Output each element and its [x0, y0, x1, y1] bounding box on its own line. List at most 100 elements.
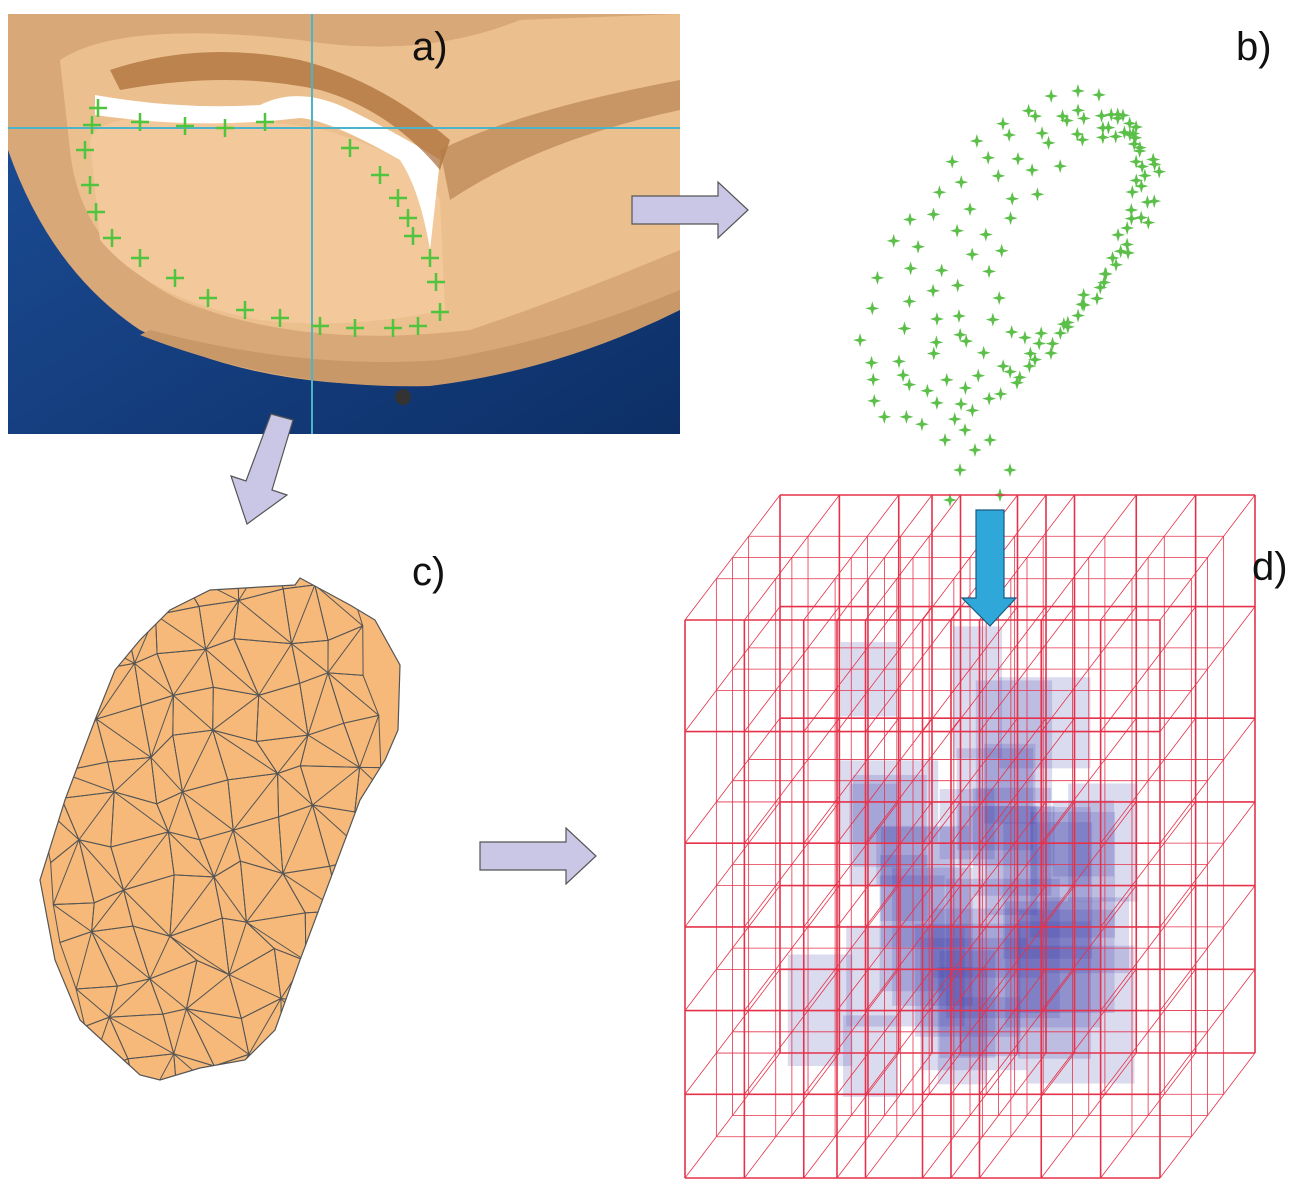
mesh-cell: [0, 638, 46, 686]
cloud-point: [1121, 246, 1135, 260]
mesh-cell: [378, 885, 427, 937]
mesh-cell: [348, 933, 390, 992]
cloud-point: [958, 381, 972, 395]
cloud-point: [1025, 163, 1039, 177]
cloud-point: [954, 397, 968, 411]
cloud-point: [899, 410, 913, 424]
voxel: [1018, 921, 1091, 1058]
mesh-cell: [114, 560, 155, 615]
cloud-point: [1096, 130, 1110, 144]
mesh-cell: [348, 988, 411, 1032]
voxel: [957, 748, 1033, 850]
cloud-point: [1125, 185, 1139, 199]
cloud-point: [996, 117, 1010, 131]
panel-label: d): [1252, 545, 1288, 589]
cloud-point: [940, 373, 954, 387]
cloud-point: [1111, 228, 1125, 242]
cloud-point: [1044, 346, 1058, 360]
cloud-point: [995, 244, 1009, 258]
mesh-cell: [11, 679, 63, 731]
mesh-cell: [322, 992, 363, 1051]
cloud-point: [1002, 128, 1016, 142]
cloud-point: [1044, 89, 1058, 103]
cloud-point: [1032, 336, 1046, 350]
cloud-point: [945, 155, 959, 169]
cloud-point: [951, 278, 965, 292]
cloud-point: [991, 169, 1005, 183]
cloud-point: [1071, 84, 1085, 98]
cloud-point: [968, 443, 982, 457]
cloud-point: [867, 394, 881, 408]
cloud-point: [853, 333, 867, 347]
cloud-point: [971, 369, 985, 383]
mesh: [0, 533, 455, 1116]
cloud-point: [1004, 211, 1018, 225]
cloud-point: [1011, 152, 1025, 166]
cloud-point: [965, 403, 979, 417]
cloud-point: [1077, 298, 1091, 312]
cloud-point: [963, 202, 977, 216]
cloud-point: [1005, 325, 1019, 339]
mesh-cell: [17, 763, 61, 804]
cloud-point: [1030, 187, 1044, 201]
cloud-point: [1035, 126, 1049, 140]
cloud-point: [865, 356, 879, 370]
cloud-point: [902, 294, 916, 308]
panel-label: c): [412, 550, 445, 594]
cloud-point: [965, 247, 979, 261]
cloud-point: [927, 347, 941, 361]
cloud-point: [866, 373, 880, 387]
cloud-point: [1071, 309, 1085, 323]
cloud-point: [926, 284, 940, 298]
cloud-point: [948, 412, 962, 426]
voxels: [788, 626, 1138, 1097]
cloud-point: [870, 271, 884, 285]
cloud-point: [954, 175, 968, 189]
mesh-cell: [42, 670, 96, 719]
cloud-point: [1053, 159, 1067, 173]
arrow: [480, 828, 596, 884]
cloud-point: [892, 354, 906, 368]
cloud-point: [981, 151, 995, 165]
panel-label: a): [412, 25, 448, 69]
cloud-point: [950, 224, 964, 238]
cloud-point: [929, 335, 943, 349]
cloud-point: [926, 207, 940, 221]
cloud-point: [1018, 331, 1032, 345]
cloud-point: [1090, 291, 1104, 305]
mesh-cell: [0, 581, 46, 645]
cloud-point: [887, 234, 901, 248]
cloud-point: [1034, 326, 1048, 340]
voxel: [1031, 807, 1091, 886]
cloud-point: [1046, 337, 1060, 351]
mesh-cell: [30, 573, 73, 638]
mesh-cell: [73, 573, 123, 630]
cloud-point: [986, 313, 1000, 327]
cloud-point: [982, 264, 996, 278]
mesh-cell: [362, 1032, 411, 1084]
cloud-point: [1042, 136, 1056, 150]
cloud-point: [1092, 88, 1106, 102]
mesh-cell: [390, 986, 442, 1033]
cloud-point: [938, 433, 952, 447]
mesh-cell: [330, 857, 378, 911]
mesh-cell: [249, 1054, 299, 1088]
cloud-point: [935, 263, 949, 277]
mesh-cell: [281, 998, 329, 1055]
cloud-point: [911, 240, 925, 254]
voxel: [880, 876, 945, 992]
cloud-point: [1147, 194, 1161, 208]
mesh-cell: [340, 890, 379, 954]
figure: a) b) c) d): [0, 0, 1316, 1184]
mesh-cell: [17, 710, 63, 772]
cloud-point: [1005, 192, 1019, 206]
cloud-point: [983, 433, 997, 447]
cloud-point: [932, 185, 946, 199]
cloud-point: [952, 309, 966, 323]
cloud-point: [1003, 463, 1017, 477]
cloud-point: [992, 291, 1006, 305]
cloud-point: [930, 312, 944, 326]
cloud-point: [982, 392, 996, 406]
mesh-cell: [282, 1051, 337, 1080]
mesh-cell: [379, 933, 439, 988]
